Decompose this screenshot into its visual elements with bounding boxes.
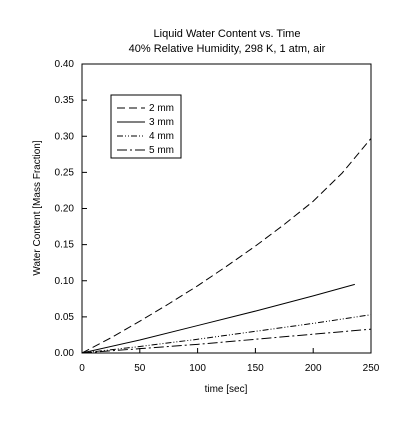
y-tick-label: 0.05: [55, 312, 75, 323]
plot-layer: 0 50 100 150 200 250 0.00 0.05 0.10 0.15 0.20 0.25 0…: [55, 59, 380, 374]
legend: 2 mm 3 mm 4 mm 5 mm: [110, 94, 182, 159]
y-axis-label: Water Content [Mass Fraction]: [32, 140, 43, 275]
x-axis-label: time [sec]: [205, 384, 248, 395]
series-line-3-mm: [81, 283, 355, 354]
series-line-5-mm: [81, 328, 372, 354]
y-tick-label: 0.30: [55, 131, 75, 142]
x-tick-label: 100: [189, 363, 206, 374]
legend-label: 4 mm: [149, 131, 174, 142]
series-line-2-mm: [81, 138, 372, 354]
x-tick-label: 50: [134, 363, 146, 374]
legend-label: 5 mm: [149, 145, 174, 156]
series-line-4-mm: [81, 314, 372, 354]
y-tick-label: 0.25: [55, 167, 75, 178]
y-tick-label: 0.35: [55, 95, 75, 106]
legend-label: 3 mm: [149, 117, 174, 128]
chart-title: Liquid Water Content vs. Time: [154, 28, 301, 40]
legend-label: 2 mm: [149, 103, 174, 114]
chart-subtitle: 40% Relative Humidity, 298 K, 1 atm, air: [129, 43, 326, 55]
x-tick-label: 150: [247, 363, 264, 374]
y-tick-label: 0.00: [55, 348, 75, 359]
x-tick-label: 250: [363, 363, 380, 374]
x-tick-label: 200: [305, 363, 322, 374]
y-tick-label: 0.15: [55, 240, 75, 251]
y-tick-label: 0.10: [55, 276, 75, 287]
y-tick-label: 0.20: [55, 204, 75, 215]
x-tick-label: 0: [79, 363, 85, 374]
legend-box: [110, 94, 182, 159]
y-tick-label: 0.40: [55, 59, 75, 70]
